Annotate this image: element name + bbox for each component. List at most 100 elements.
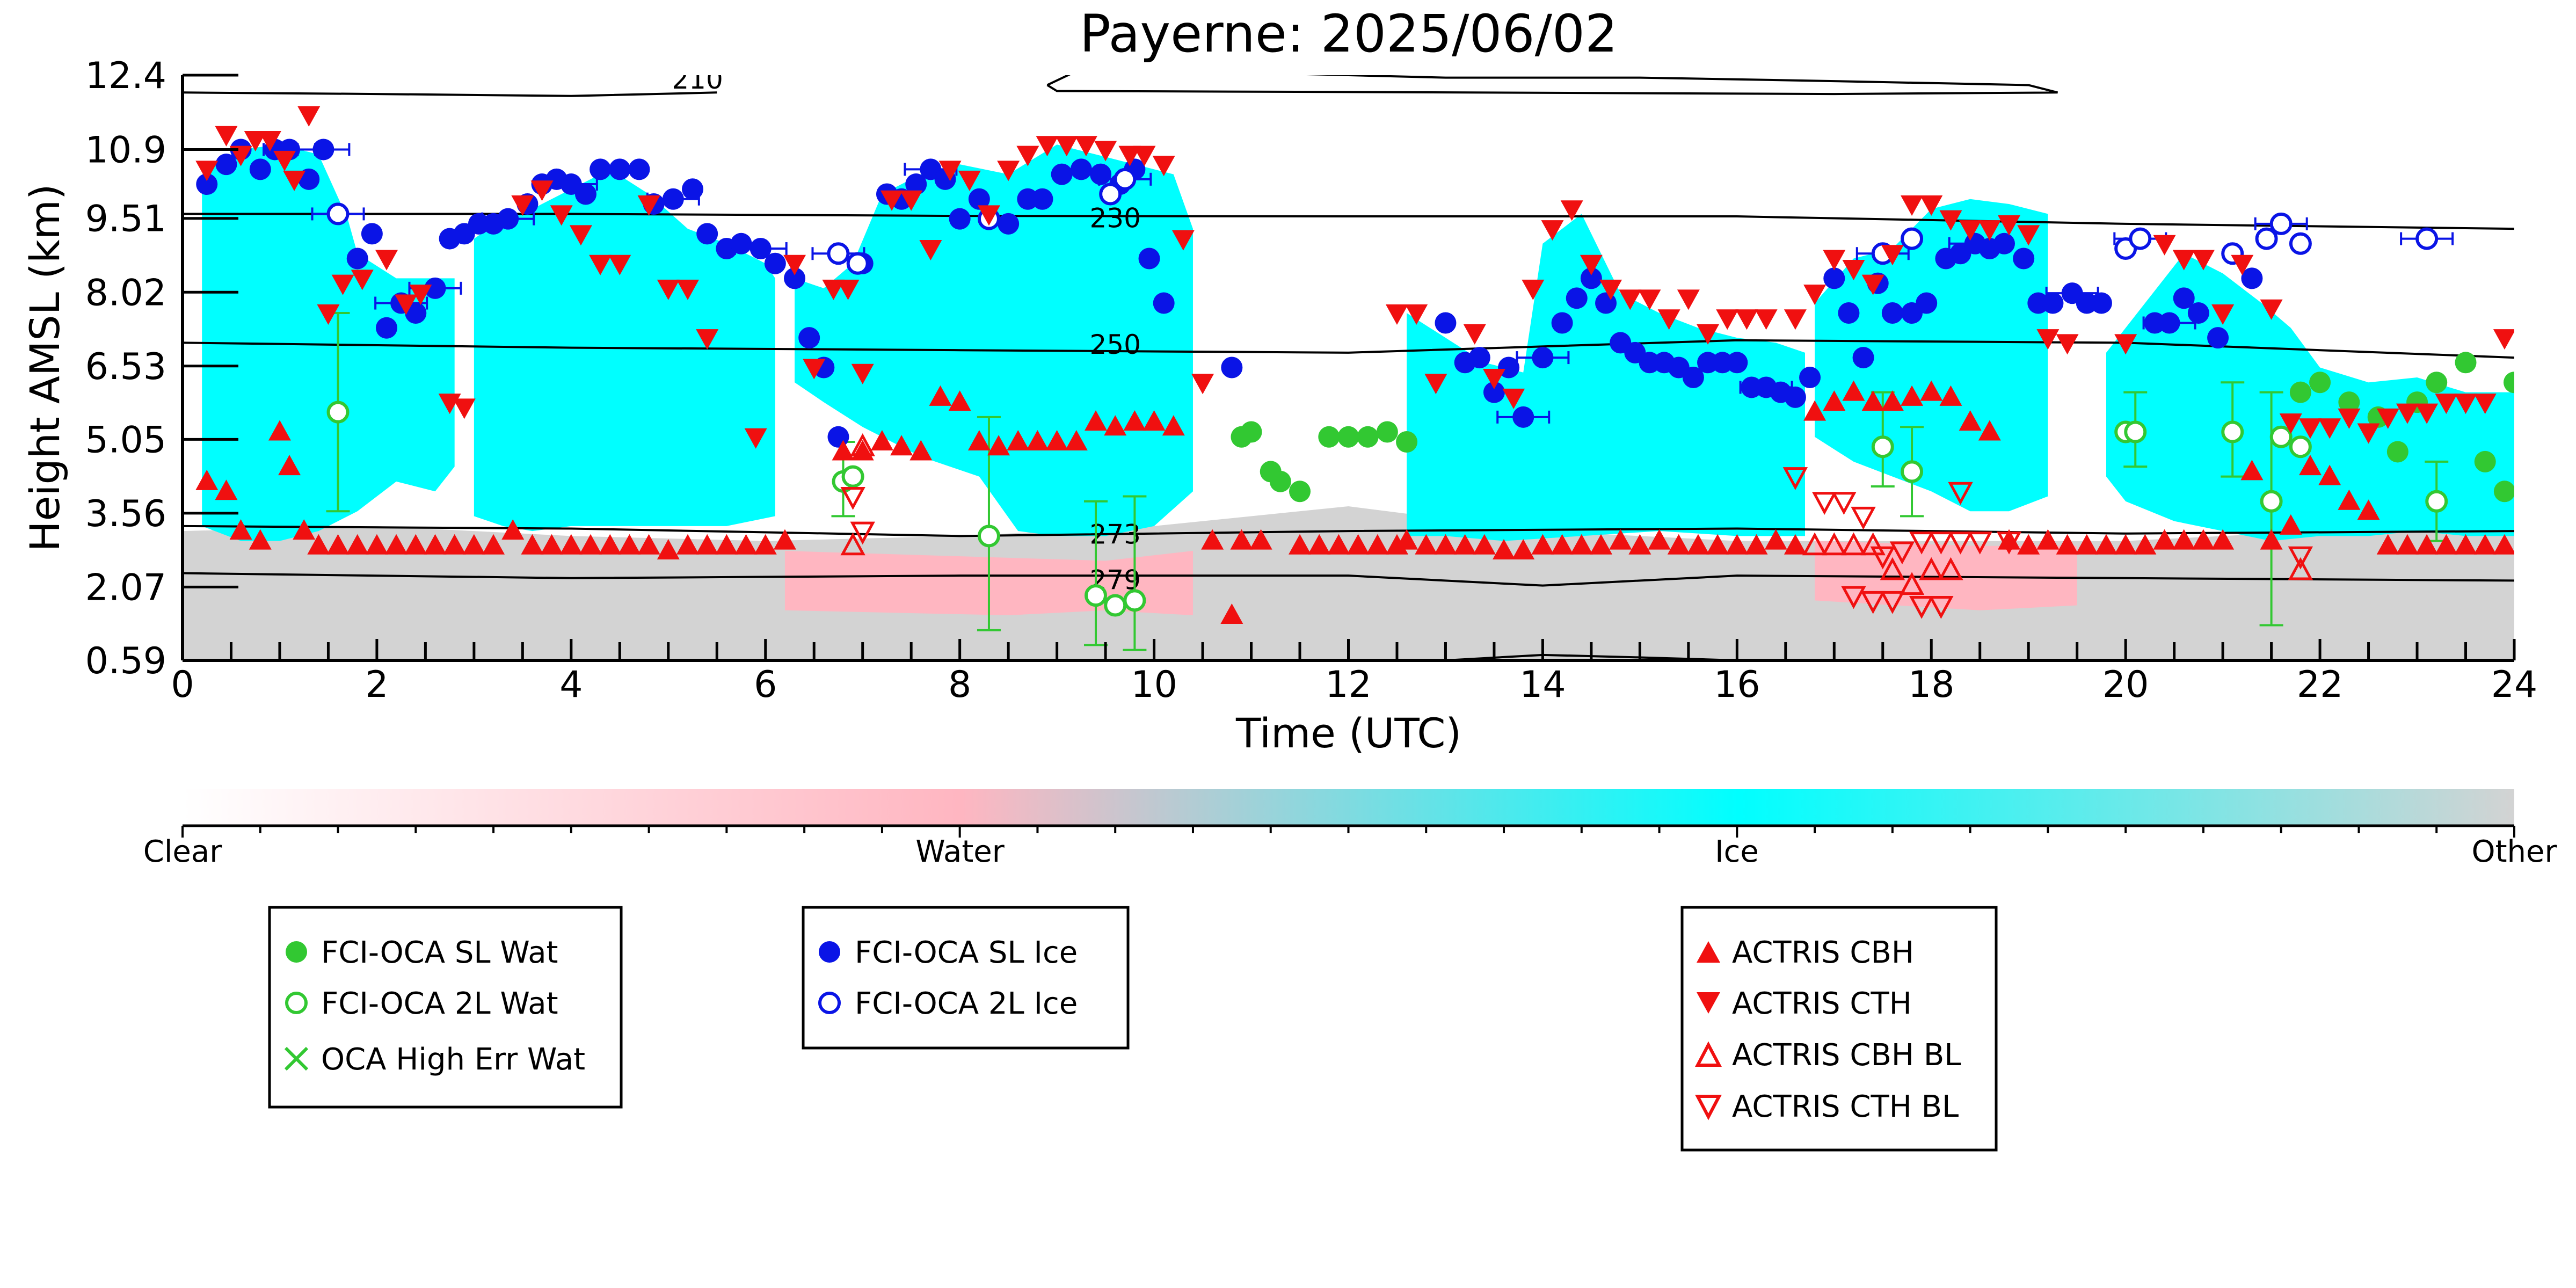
legend-water: FCI-OCA SL Wat FCI-OCA 2L Wat OCA High E… [268,906,623,1109]
actris-cth-point [1502,388,1525,409]
legend-marker-sl-wat [286,941,307,963]
actris-cbh-point [278,455,301,476]
fci-oca-sl-ice-point [905,173,927,195]
fci-oca-2l-wat-point [1104,594,1127,617]
fci-oca-sl-wat-point [1376,421,1398,443]
fci-oca-sl-wat-point [1357,426,1379,448]
actris-cbh-bl-point [1880,557,1905,580]
actris-cth-bl-point [1860,591,1886,614]
actris-cth-point [938,161,962,181]
fci-oca-sl-ice-point [1838,302,1860,324]
fci-oca-sl-wat-point [2455,352,2477,374]
fci-oca-2l-ice-point [2269,212,2293,235]
contour-line [183,572,2514,587]
actris-cbh-point [1249,529,1272,550]
actris-cbh-point [249,529,272,550]
actris-cth-point [589,254,612,275]
actris-cth-point [2260,299,2283,320]
fci-oca-sl-ice-point [249,158,271,180]
ice-region [1407,214,1806,541]
actris-cth-point [676,279,699,300]
actris-cbh-point [2473,534,2497,555]
actris-cth-bl-point [1929,596,1954,619]
fci-oca-sl-ice-point [2158,312,2180,334]
fci-oca-2l-wat-point [1085,584,1108,607]
actris-cth-bl-point [1948,482,1973,505]
actris-cbh-point [579,534,602,555]
y-tick-label: 8.02 [85,272,166,314]
actris-cbh-point [2338,489,2361,510]
actris-cbh-point [346,534,369,555]
actris-cth-point [2056,334,2079,355]
actris-cth-point [1978,220,2001,241]
actris-cbh-point [2298,455,2322,476]
actris-cbh-point [1045,430,1068,450]
actris-cth-point [1657,309,1680,330]
actris-cbh-point [1939,385,1962,406]
fci-oca-sl-ice-point [798,327,820,349]
colorbar-label-other: Other [2471,834,2557,869]
legend-marker-high-err-wat [284,1046,309,1071]
contour-line [1046,75,2058,96]
fci-oca-sl-ice-point [1498,356,1520,379]
actris-cth-point [1803,285,1827,305]
actris-cth-point [1016,145,1039,166]
actris-cth-point [803,359,826,380]
fci-oca-2l-wat-point [841,465,864,488]
actris-cth-point [283,170,306,191]
actris-cbh-point [2376,534,2399,555]
actris-cth-point [1959,220,1982,241]
actris-cth-point [608,254,631,275]
actris-cth-point [851,363,874,384]
actris-cbh-point [948,390,971,411]
actris-cbh-point [1289,534,1312,555]
fci-oca-sl-ice-point [2013,248,2035,270]
fci-oca-2l-ice-point [2289,232,2312,255]
fci-oca-sl-wat-point [1240,421,1262,443]
fci-oca-sl-ice-point [1551,312,1573,334]
actris-cth-point [297,106,321,127]
fci-oca-sl-ice-point [424,277,446,299]
actris-cbh-point [1745,534,1768,555]
fci-oca-sl-ice-point [1784,386,1806,408]
actris-cth-point [2435,394,2458,414]
actris-cbh-bl-point [1802,532,1828,556]
actris-cth-point [1424,374,1447,395]
fci-oca-sl-ice-point [827,426,849,448]
actris-cbh-point [215,479,238,500]
actris-cbh-point [773,529,796,550]
actris-cbh-point [1589,534,1612,555]
fci-oca-sl-ice-point [574,183,596,205]
legend-label-cbh-bl: ACTRIS CBH BL [1732,1038,1961,1073]
actris-cth-point [1133,145,1156,166]
actris-cbh-point [326,534,350,555]
actris-cbh-point [2435,534,2458,555]
actris-cbh-point [987,435,1010,456]
actris-cth-point [409,285,432,305]
fci-oca-2l-ice-point [2129,227,2152,250]
fci-oca-sl-ice-point [2187,302,2209,324]
actris-cth-point [331,274,354,295]
actris-cth-point [511,195,534,216]
fci-oca-2l-ice-point [326,202,350,225]
legend-marker-2l-ice [818,992,841,1014]
actris-cbh-point [676,534,699,555]
actris-cth-point [2153,235,2176,256]
fci-oca-2l-wat-point [1901,460,1924,483]
actris-cth-bl-point [850,521,875,545]
fci-oca-sl-ice-point [1031,188,1053,210]
actris-cbh-point [462,534,485,555]
fci-oca-sl-ice-point [609,158,631,180]
fci-oca-sl-wat-point [1289,481,1311,503]
actris-cbh-bl-point [1938,557,1963,580]
actris-cbh-point [1842,380,1865,401]
contour-label: 250 [1089,329,1140,360]
fci-oca-2l-wat-point [2221,420,2244,443]
fci-oca-sl-ice-point [662,188,684,210]
actris-cbh-point [1230,529,1253,550]
actris-cth-point [919,240,942,261]
fci-oca-2l-ice-point [827,242,850,265]
actris-cth-point [1094,141,1117,162]
colorbar-label-clear: Clear [143,834,222,869]
x-tick-label: 14 [1519,664,1566,706]
